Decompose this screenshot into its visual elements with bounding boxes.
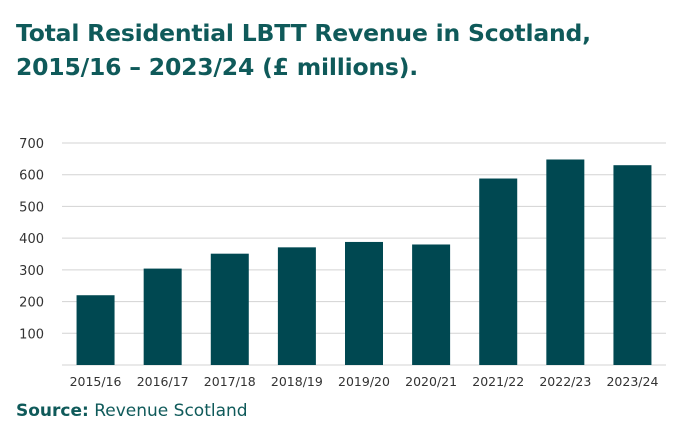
x-tick-label: 2022/23 [539, 374, 591, 389]
bar-2020-21 [412, 244, 451, 365]
source-note: Source: Revenue Scotland [16, 401, 248, 421]
chart-title: Total Residential LBTT Revenue in Scotla… [16, 16, 666, 84]
source-text: Revenue Scotland [94, 401, 248, 421]
chart-title-line-2: 2015/16 – 2023/24 (£ millions). [16, 53, 418, 81]
x-axis: 2015/16 2016/17 2017/18 2018/19 2019/20 2020/… [70, 374, 659, 389]
y-tick-label: 400 [19, 232, 44, 247]
bar-2021-22 [479, 178, 518, 365]
x-tick-label: 2020/21 [405, 374, 457, 389]
y-tick-label: 300 [19, 264, 44, 279]
bars [76, 159, 652, 365]
bar-2015-16 [76, 295, 115, 365]
bar-2017-18 [210, 253, 249, 365]
x-tick-label: 2015/16 [70, 374, 122, 389]
x-tick-label: 2016/17 [137, 374, 189, 389]
bar-2019-20 [345, 241, 383, 365]
x-tick-label: 2021/22 [472, 374, 524, 389]
x-tick-label: 2023/24 [606, 374, 658, 389]
y-tick-label: 200 [19, 296, 44, 311]
bar-2022-23 [546, 159, 585, 365]
y-axis: 100 200 300 400 500 600 700 [19, 137, 44, 342]
bar-2016-17 [143, 268, 182, 365]
x-tick-label: 2017/18 [204, 374, 256, 389]
chart-title-line-1: Total Residential LBTT Revenue in Scotla… [16, 19, 591, 47]
x-tick-label: 2019/20 [338, 374, 390, 389]
x-tick-label: 2018/19 [271, 374, 323, 389]
y-tick-label: 600 [19, 169, 44, 184]
bar-2018-19 [277, 247, 316, 365]
bar-2023-24 [613, 165, 652, 365]
y-tick-label: 700 [19, 137, 44, 152]
y-tick-label: 500 [19, 200, 44, 215]
y-tick-label: 100 [19, 327, 44, 342]
source-label: Source: [16, 401, 89, 421]
